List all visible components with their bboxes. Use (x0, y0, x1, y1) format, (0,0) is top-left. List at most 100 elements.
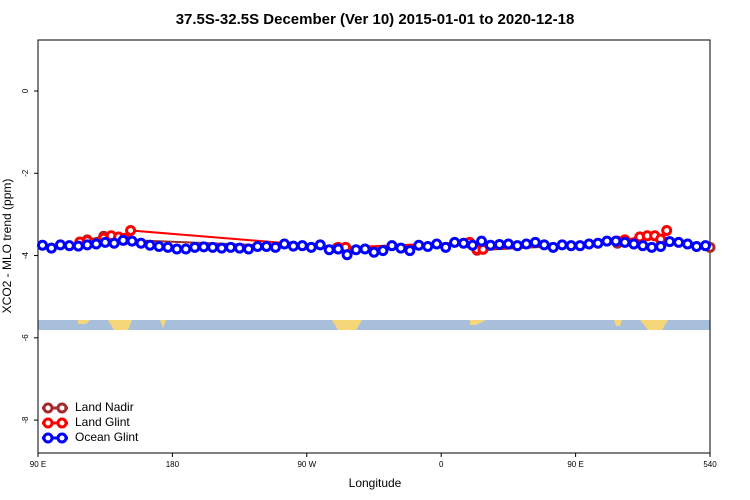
point (234, 242, 246, 254)
point (377, 245, 389, 257)
point (287, 240, 299, 252)
legend-label: Land Glint (75, 415, 130, 429)
point (260, 241, 272, 252)
x-tick-label: 90 W (297, 460, 316, 469)
point (72, 240, 84, 252)
point (135, 237, 147, 249)
point (664, 236, 676, 248)
point (198, 241, 210, 253)
point (278, 238, 290, 250)
point (395, 242, 407, 254)
point (422, 241, 434, 252)
point (45, 242, 57, 254)
point (36, 239, 48, 251)
point (180, 243, 192, 255)
point (368, 246, 380, 258)
legend-marker (42, 402, 54, 414)
y-tick-label: -4 (21, 251, 30, 259)
point (386, 240, 398, 252)
point (117, 234, 129, 246)
legend-marker (56, 432, 68, 444)
point (449, 236, 461, 248)
point (565, 240, 577, 252)
point (601, 235, 613, 247)
point (305, 241, 317, 253)
point (592, 237, 604, 249)
x-axis-label: Longitude (349, 476, 402, 490)
point (691, 241, 703, 252)
point (619, 236, 631, 248)
point (269, 241, 281, 253)
point (225, 241, 237, 253)
point (153, 241, 165, 252)
point (350, 244, 362, 256)
point (296, 240, 308, 252)
point (332, 243, 344, 255)
point (314, 239, 326, 251)
point (610, 235, 622, 247)
legend-marker (42, 432, 54, 444)
x-tick-label: 90 E (567, 460, 583, 469)
point (467, 239, 479, 251)
legend-label: Land Nadir (75, 400, 134, 414)
point (556, 239, 568, 251)
point (90, 238, 102, 250)
point (81, 239, 93, 251)
point (54, 239, 66, 251)
point (413, 239, 425, 251)
y-tick-label: -2 (21, 169, 30, 177)
point (547, 241, 559, 253)
point (511, 240, 523, 252)
point (493, 238, 505, 250)
y-tick-label: 0 (21, 88, 30, 93)
point (404, 245, 416, 257)
legend-marker (56, 402, 68, 414)
point (682, 238, 694, 250)
point (431, 238, 443, 250)
x-tick-label: 90 E (30, 460, 46, 469)
chart-title: 37.5S-32.5S December (Ver 10) 2015-01-01… (176, 11, 575, 28)
point (108, 237, 120, 249)
point (529, 236, 541, 248)
point (323, 244, 335, 256)
point (125, 224, 137, 236)
point (144, 239, 156, 251)
point (63, 240, 75, 252)
point (359, 243, 371, 255)
point (646, 241, 658, 253)
point (583, 238, 595, 250)
point (171, 243, 183, 255)
point (207, 241, 219, 253)
point (189, 241, 201, 253)
point (99, 236, 111, 248)
point (661, 224, 673, 236)
x-tick-label: 180 (166, 460, 180, 469)
y-tick-label: -8 (21, 416, 30, 424)
point (252, 241, 264, 252)
point (520, 238, 532, 250)
x-tick-label: 540 (703, 460, 717, 469)
point (458, 237, 470, 249)
legend-marker (56, 417, 68, 429)
point (502, 238, 514, 250)
point (216, 242, 228, 254)
legend-marker (42, 417, 54, 429)
point (440, 241, 452, 253)
y-axis-label: XCO2 - MLO trend (ppm) (0, 179, 14, 314)
point (476, 235, 488, 247)
point (574, 240, 586, 252)
point (655, 241, 667, 252)
point (484, 239, 496, 251)
point (673, 236, 685, 248)
point (126, 235, 138, 247)
point (341, 249, 353, 261)
point (538, 239, 550, 251)
x-tick-label: 0 (439, 460, 444, 469)
point (628, 238, 640, 250)
map-strip (38, 320, 710, 330)
point (637, 240, 649, 252)
y-tick-label: -6 (21, 334, 30, 342)
point (162, 241, 174, 253)
legend-label: Ocean Glint (75, 430, 139, 444)
